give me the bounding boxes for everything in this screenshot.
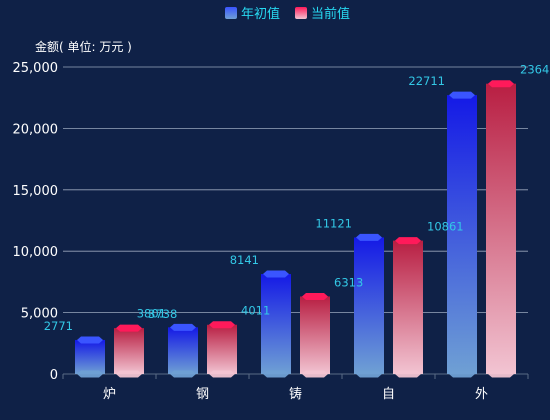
y-tick-label: 10,000 bbox=[13, 245, 59, 260]
bar-base bbox=[356, 370, 382, 378]
data-label: 2771 bbox=[44, 319, 73, 333]
bar-cap bbox=[356, 233, 382, 241]
bar-body bbox=[207, 324, 237, 374]
bar-base bbox=[449, 370, 475, 378]
bar-cap bbox=[302, 292, 328, 300]
bars bbox=[75, 80, 516, 378]
bar-1-4 bbox=[486, 80, 516, 378]
bar-0-3 bbox=[354, 233, 384, 378]
y-tick-label: 20,000 bbox=[13, 122, 59, 137]
data-label: 6313 bbox=[334, 275, 363, 289]
y-tick-label: 15,000 bbox=[13, 184, 59, 199]
legend-item-0[interactable]: 年初值 bbox=[225, 6, 280, 22]
data-label: 4011 bbox=[241, 304, 270, 318]
legend-swatch bbox=[295, 7, 307, 19]
bar-cap bbox=[170, 323, 196, 331]
x-axis: 炉钢铸自外 bbox=[62, 373, 529, 402]
y-axis-ticks: 0 5,000 10,000 15,000 20,000 25,000 bbox=[13, 61, 59, 383]
bar-base bbox=[263, 370, 289, 378]
data-label: 3738 bbox=[148, 307, 177, 321]
bar-body bbox=[114, 328, 144, 374]
bar-body bbox=[168, 327, 198, 374]
bar-0-1 bbox=[168, 323, 198, 378]
legend-swatch bbox=[225, 7, 237, 19]
legend-label: 当前值 bbox=[311, 6, 350, 22]
y-axis-label: 金额( 单位: 万元 ) bbox=[35, 39, 132, 54]
bar-body bbox=[261, 274, 291, 374]
bar-base bbox=[488, 370, 514, 378]
bar-cap bbox=[488, 80, 514, 88]
bar-cap bbox=[449, 91, 475, 99]
bar-0-0 bbox=[75, 336, 105, 378]
bar-1-1 bbox=[207, 321, 237, 378]
bar-0-4 bbox=[447, 91, 477, 378]
data-label: 8141 bbox=[230, 253, 259, 267]
bar-cap bbox=[209, 321, 235, 329]
x-tick-label: 外 bbox=[475, 387, 488, 402]
x-tick-label: 铸 bbox=[289, 386, 302, 402]
bar-1-0 bbox=[114, 324, 144, 378]
legend-item-1[interactable]: 当前值 bbox=[295, 6, 350, 22]
data-label: 3801 bbox=[137, 306, 166, 320]
bar-0-2 bbox=[261, 270, 291, 378]
bar-1-3 bbox=[393, 237, 423, 378]
bar-cap bbox=[263, 270, 289, 278]
y-tick-label: 5,000 bbox=[21, 307, 58, 322]
bar-cap bbox=[116, 324, 142, 332]
bar-body bbox=[486, 83, 516, 374]
bar-base bbox=[116, 370, 142, 378]
bar-base bbox=[209, 370, 235, 378]
x-tick-label: 炉 bbox=[103, 387, 116, 402]
bar-body bbox=[393, 240, 423, 374]
y-tick-label: 0 bbox=[50, 368, 58, 383]
bar-1-2 bbox=[300, 292, 330, 378]
bar-body bbox=[447, 95, 477, 374]
bar-cap bbox=[77, 336, 103, 344]
bar-base bbox=[77, 370, 103, 378]
data-label: 22711 bbox=[408, 74, 445, 88]
data-label: 10861 bbox=[427, 220, 464, 234]
data-label: 23641 bbox=[520, 63, 550, 77]
data-label: 11121 bbox=[315, 216, 352, 230]
bar-body bbox=[354, 237, 384, 374]
legend[interactable]: 年初值 当前值 bbox=[225, 6, 350, 22]
x-tick-label: 自 bbox=[382, 387, 395, 402]
x-tick-label: 钢 bbox=[196, 387, 209, 402]
bar-cap bbox=[395, 237, 421, 245]
bar-base bbox=[395, 370, 421, 378]
bar-base bbox=[302, 370, 328, 378]
y-tick-label: 25,000 bbox=[13, 61, 59, 76]
bar-body bbox=[300, 296, 330, 374]
bar-base bbox=[170, 370, 196, 378]
bar-body bbox=[75, 339, 105, 374]
legend-label: 年初值 bbox=[241, 6, 280, 22]
